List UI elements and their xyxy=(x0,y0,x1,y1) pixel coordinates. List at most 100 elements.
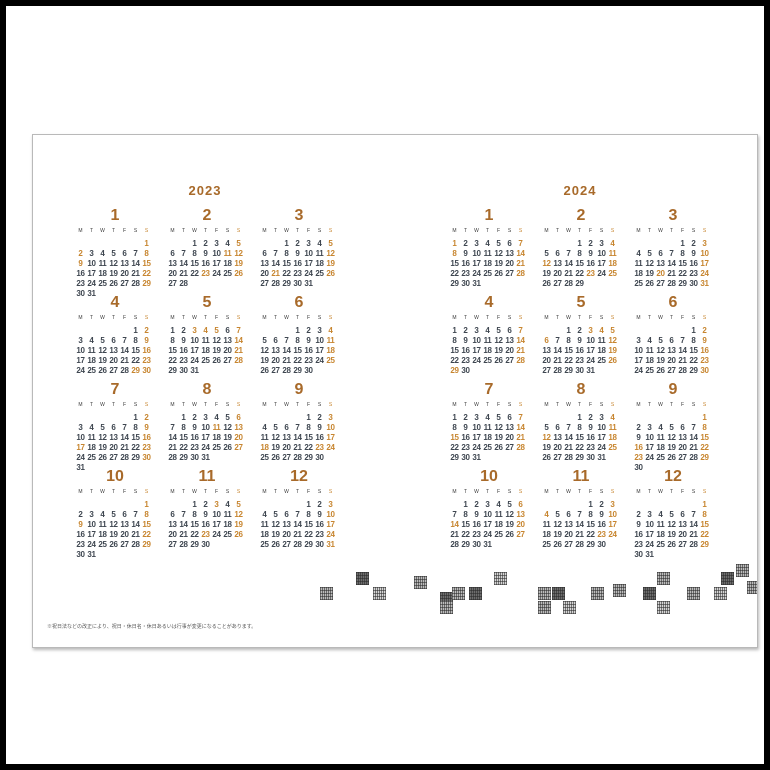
day-cell: 18 xyxy=(597,346,606,355)
day-cell: 24 xyxy=(190,356,199,365)
month-2024-5: 5 M T W T F S S 1 2 3 4 5 6 7 8 9 10 11 12 13 14 15 16 17 18 19 20 2… xyxy=(541,294,621,376)
weekday-label: T xyxy=(181,228,186,234)
day-cell: 12 xyxy=(608,336,617,345)
month-number: 3 xyxy=(294,207,304,224)
calendar-sheet: 2023 2024 1 M T W T F S S 1 2 3 4 5 6 7 8 9 10 11 12 13 14 15 1… xyxy=(32,134,758,648)
day-cell: 6 xyxy=(555,423,560,432)
day-cell: 26 xyxy=(234,269,243,278)
day-cell: 9 xyxy=(192,423,197,432)
day-cell: 5 xyxy=(236,239,241,248)
day-cell: 13 xyxy=(516,510,525,519)
weekday-label: T xyxy=(463,228,468,234)
day-cell: 6 xyxy=(507,413,512,422)
day-cell: 5 xyxy=(100,423,105,432)
day-cell: 22 xyxy=(142,530,151,539)
day-cell: 29 xyxy=(131,366,140,375)
day-cell: 8 xyxy=(452,423,457,432)
weekday-label: W xyxy=(566,402,571,408)
day-cell: 19 xyxy=(260,356,269,365)
month-number: 6 xyxy=(668,294,678,311)
day-cell: 3 xyxy=(306,239,311,248)
day-cell: 12 xyxy=(667,433,676,442)
day-cell: 29 xyxy=(450,366,459,375)
day-cell: 28 xyxy=(168,453,177,462)
day-cell: 14 xyxy=(282,346,291,355)
day-cell: 2 xyxy=(306,326,311,335)
day-cell: 31 xyxy=(190,366,199,375)
day-cell: 11 xyxy=(212,423,221,432)
day-cell: 16 xyxy=(179,346,188,355)
day-cell: 2 xyxy=(474,500,479,509)
day-cell: 8 xyxy=(133,336,138,345)
day-cell: 23 xyxy=(634,453,643,462)
day-cell: 21 xyxy=(689,443,698,452)
day-cell: 10 xyxy=(608,510,617,519)
day-cell: 12 xyxy=(234,249,243,258)
weekday-label: S xyxy=(518,489,523,495)
day-cell: 6 xyxy=(566,510,571,519)
day-cell: 12 xyxy=(234,510,243,519)
day-cell: 13 xyxy=(656,259,665,268)
weekday-label: T xyxy=(647,315,652,321)
month-number: 9 xyxy=(668,381,678,398)
weekday-label: T xyxy=(203,315,208,321)
weekday-label: W xyxy=(474,315,479,321)
day-cell: 22 xyxy=(678,269,687,278)
day-cell: 6 xyxy=(225,326,230,335)
day-cell: 6 xyxy=(555,249,560,258)
day-cell: 9 xyxy=(691,249,696,258)
day-cell: 21 xyxy=(120,356,129,365)
month-2024-7: 7 M T W T F S S 1 2 3 4 5 6 7 8 9 10 11 12 13 14 15 16 17 18 19 20 2… xyxy=(449,381,529,463)
day-cell: 25 xyxy=(608,269,617,278)
day-cell: 2 xyxy=(463,413,468,422)
day-cell: 21 xyxy=(516,259,525,268)
day-cell: 13 xyxy=(109,346,118,355)
day-cell: 5 xyxy=(273,510,278,519)
weekday-label: F xyxy=(496,228,501,234)
pattern-tile xyxy=(591,587,604,600)
month-2023-8: 8 M T W T F S S 1 2 3 4 5 6 7 8 9 10 11 12 13 14 15 16 17 18 19 20 2… xyxy=(167,381,247,463)
day-cell: 13 xyxy=(271,346,280,355)
weekday-label: T xyxy=(89,402,94,408)
day-cell: 10 xyxy=(326,423,335,432)
day-cell: 15 xyxy=(142,520,151,529)
weekday-label: M xyxy=(262,228,267,234)
day-cell: 19 xyxy=(542,443,551,452)
day-cell: 31 xyxy=(597,453,606,462)
weekday-label: S xyxy=(599,315,604,321)
day-cell: 23 xyxy=(461,356,470,365)
day-cell: 2 xyxy=(78,249,83,258)
day-cell: 5 xyxy=(214,326,219,335)
day-cell: 17 xyxy=(190,346,199,355)
day-cell: 1 xyxy=(691,326,696,335)
day-cell: 20 xyxy=(168,530,177,539)
day-cell: 16 xyxy=(472,520,481,529)
day-cell: 29 xyxy=(575,279,584,288)
day-cell: 29 xyxy=(689,366,698,375)
day-cell: 7 xyxy=(122,336,127,345)
page-frame: 2023 2024 1 M T W T F S S 1 2 3 4 5 6 7 8 9 10 11 12 13 14 15 1… xyxy=(6,6,764,764)
day-cell: 30 xyxy=(179,366,188,375)
day-cell: 1 xyxy=(702,413,707,422)
day-cell: 28 xyxy=(564,453,573,462)
day-cell: 23 xyxy=(586,269,595,278)
day-cell: 4 xyxy=(100,510,105,519)
day-cell: 20 xyxy=(109,443,118,452)
day-cell: 19 xyxy=(667,443,676,452)
day-cell: 26 xyxy=(494,269,503,278)
day-cell: 31 xyxy=(87,550,96,559)
weekday-label: S xyxy=(133,228,138,234)
day-cell: 28 xyxy=(667,279,676,288)
day-cell: 3 xyxy=(474,413,479,422)
day-cell: 9 xyxy=(144,336,149,345)
day-cell: 6 xyxy=(236,413,241,422)
day-cell: 2 xyxy=(588,413,593,422)
day-cell: 23 xyxy=(315,443,324,452)
day-cell: 28 xyxy=(678,366,687,375)
day-cell: 24 xyxy=(304,269,313,278)
month-2023-3: 3 M T W T F S S 1 2 3 4 5 6 7 8 9 10 11 12 13 14 15 16 17 18 19 20 2… xyxy=(259,207,339,289)
day-cell: 31 xyxy=(586,366,595,375)
weekday-label: S xyxy=(691,228,696,234)
day-cell: 23 xyxy=(142,443,151,452)
